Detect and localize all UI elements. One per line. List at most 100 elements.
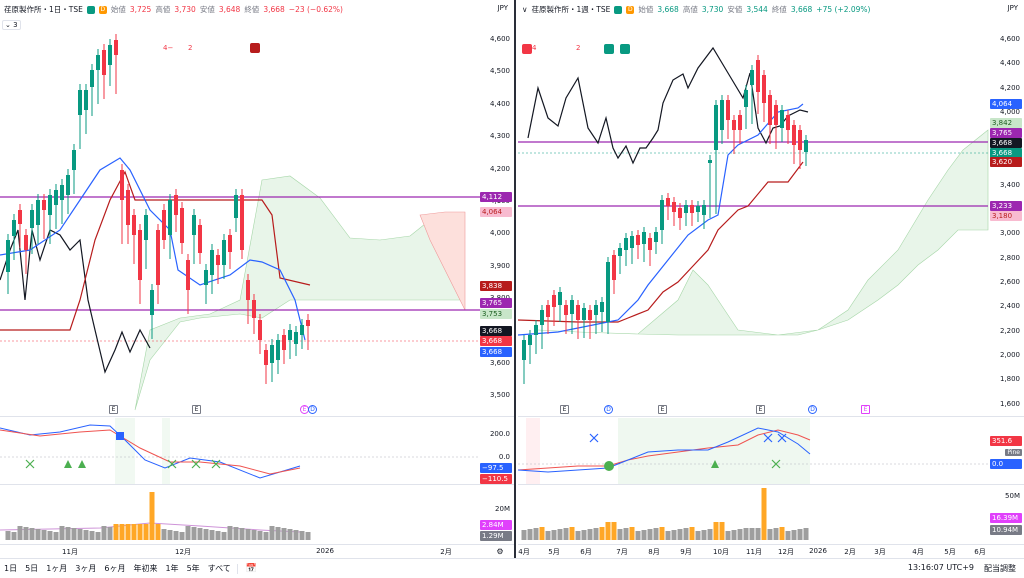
candle-body <box>42 200 46 210</box>
weekly-chart-canvas[interactable] <box>518 0 1024 558</box>
volume-bar <box>785 531 791 540</box>
pane-separator[interactable] <box>518 416 1024 417</box>
volume-bar <box>155 524 161 540</box>
volume-bar <box>125 524 131 540</box>
clock[interactable]: 13:16:07 UTC+9 <box>907 563 974 572</box>
marker-2[interactable]: 2 <box>576 44 581 52</box>
earnings-event[interactable]: E <box>658 405 667 414</box>
candle-body <box>162 210 166 240</box>
price-tick: 4,600 <box>489 35 510 43</box>
period-button[interactable]: 1年 <box>165 564 179 573</box>
period-button[interactable]: 6ヶ月 <box>104 564 126 573</box>
period-button[interactable]: すべて <box>207 564 231 573</box>
period-button[interactable]: 3ヶ月 <box>75 564 97 573</box>
volume-bar <box>665 531 671 540</box>
dividend-adjust-toggle[interactable]: 配当調整 <box>984 564 1016 573</box>
period-button[interactable]: 1日 <box>4 564 18 573</box>
candle-body <box>798 130 802 150</box>
time-label: 4月 <box>518 548 530 556</box>
pane-separator[interactable] <box>0 484 514 485</box>
price-tick: 4,200 <box>489 164 510 173</box>
daily-time-axis[interactable]: 11月 12月 2026 2月 ⚙ <box>0 544 514 558</box>
earnings-event[interactable]: E <box>109 405 118 414</box>
daily-chart-pane[interactable]: 荏原製作所・1日・TSE D 始値 3,725 高値 3,730 安値 3,648 終… <box>0 0 516 558</box>
volume-bar <box>635 531 641 540</box>
osc-highlight <box>162 418 170 484</box>
volume-bar <box>161 529 167 540</box>
volume-bar <box>701 530 707 540</box>
time-label: 8月 <box>648 548 660 556</box>
candle-body <box>240 195 244 250</box>
volume-bar <box>281 528 287 540</box>
candle-body <box>576 305 580 320</box>
collapse-arrow-icon[interactable]: ∨ <box>522 5 528 14</box>
pane-separator[interactable] <box>0 416 514 417</box>
marker-4[interactable]: 4 <box>532 44 537 52</box>
pine-tag[interactable]: Pine <box>1005 449 1022 456</box>
marker-2[interactable]: 2 <box>188 44 193 52</box>
volume-bar <box>269 526 275 540</box>
sell-flag-icon[interactable] <box>250 43 260 53</box>
sell-flag-icon[interactable] <box>522 44 532 54</box>
weekly-chart-pane[interactable]: ∨ 荏原製作所・1週・TSE D 始値 3,668 高値 3,730 安値 3,544… <box>518 0 1024 558</box>
candle-body <box>78 90 82 115</box>
dividend-event[interactable]: D <box>808 405 817 414</box>
candle-body <box>534 325 538 335</box>
period-button[interactable]: 年初来 <box>133 564 158 573</box>
currency-label[interactable]: JPY <box>497 4 508 12</box>
period-button[interactable]: 1ヶ月 <box>46 564 68 573</box>
settings-icon[interactable]: ⚙ <box>496 547 504 556</box>
candle-body <box>174 195 178 215</box>
marker-4[interactable]: 4− <box>163 44 174 52</box>
volume-bar <box>275 527 281 540</box>
daily-price-axis[interactable]: 4,6004,5004,4004,3004,2004,1004,0003,900… <box>478 0 514 558</box>
volume-bar <box>749 528 755 540</box>
volume-bar <box>131 524 137 540</box>
candle-body <box>72 150 76 170</box>
dividend-event[interactable]: D <box>604 405 613 414</box>
candle-body <box>276 340 280 360</box>
daily-symbol[interactable]: 荏原製作所・1日・TSE <box>4 5 83 14</box>
earnings-event[interactable]: E <box>560 405 569 414</box>
candle-body <box>180 208 184 243</box>
time-label: 4月 <box>912 548 924 556</box>
calendar-icon[interactable]: 📅 <box>236 563 261 574</box>
price-tick: 4,500 <box>489 67 510 76</box>
buy-flag-icon[interactable] <box>620 44 630 54</box>
price-badge: 3,180 <box>990 211 1022 221</box>
earnings-event[interactable]: E <box>861 405 870 414</box>
buy-triangle <box>711 460 719 468</box>
weekly-price-axis[interactable]: 4,6004,4004,2004,0003,8003,6003,4003,200… <box>988 0 1024 558</box>
price-tick: 4,200 <box>999 83 1020 92</box>
pane-separator[interactable] <box>518 484 1024 485</box>
volume-bar <box>545 531 551 540</box>
period-button[interactable]: 5年 <box>186 564 200 573</box>
daily-chart-canvas[interactable] <box>0 0 516 558</box>
period-button[interactable]: 5日 <box>25 564 39 573</box>
volume-bar <box>659 527 665 540</box>
weekly-symbol[interactable]: 荏原製作所・1週・TSE <box>531 5 611 14</box>
price-badge: 4,112 <box>480 192 512 202</box>
candle-body <box>654 232 658 242</box>
volume-bar <box>773 528 779 540</box>
price-badge: 4,064 <box>990 99 1022 109</box>
macd-line <box>518 427 811 473</box>
candle-body <box>126 190 130 225</box>
earnings-event[interactable]: E <box>192 405 201 414</box>
dividend-event[interactable]: D <box>308 405 317 414</box>
currency-label[interactable]: JPY <box>1007 4 1018 12</box>
candle-body <box>228 235 232 252</box>
candle-body <box>24 235 28 250</box>
price-tick: 3,600 <box>489 359 510 367</box>
candle-body <box>804 140 808 152</box>
vol-badge: 16.39M <box>990 513 1022 523</box>
indicator-collapse-button[interactable]: ⌄ 3 <box>2 20 21 30</box>
earnings-event[interactable]: E <box>756 405 765 414</box>
weekly-time-axis[interactable]: 4月 5月 6月 7月 8月 9月 10月 11月 12月 2026 2月 3月 4月 5月 6月 <box>518 544 1024 558</box>
buy-flag-icon[interactable] <box>604 44 614 54</box>
candle-body <box>702 205 706 215</box>
collapse-count: 3 <box>13 21 18 29</box>
candle-body <box>294 332 298 344</box>
volume-bar <box>71 528 77 540</box>
time-label: 12月 <box>778 548 794 556</box>
